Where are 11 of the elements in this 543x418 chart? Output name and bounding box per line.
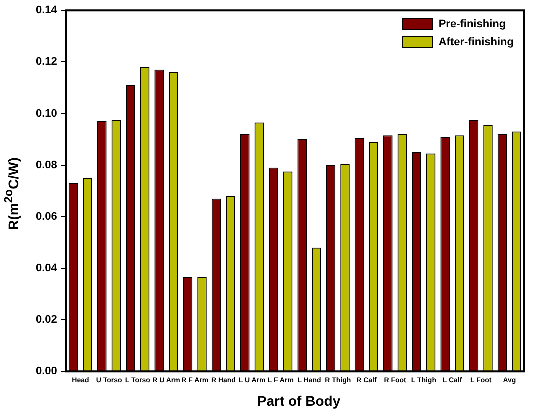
- y-tick-label: 0.14: [36, 4, 58, 17]
- y-tick-label: 0.04: [36, 262, 58, 274]
- x-axis-title: Part of Body: [256, 393, 342, 409]
- y-tick-label: 0.02: [36, 314, 58, 326]
- y-tick-label: 0.00: [36, 366, 58, 378]
- y-tick-label: 0.12: [36, 56, 58, 68]
- legend-label: After-finishing: [438, 36, 514, 49]
- y-tick-label: 0.08: [36, 159, 58, 172]
- y-tick-label: 0.06: [36, 210, 58, 223]
- legend-label: Pre-finishing: [438, 18, 506, 31]
- y-tick-label: 0.10: [36, 108, 58, 120]
